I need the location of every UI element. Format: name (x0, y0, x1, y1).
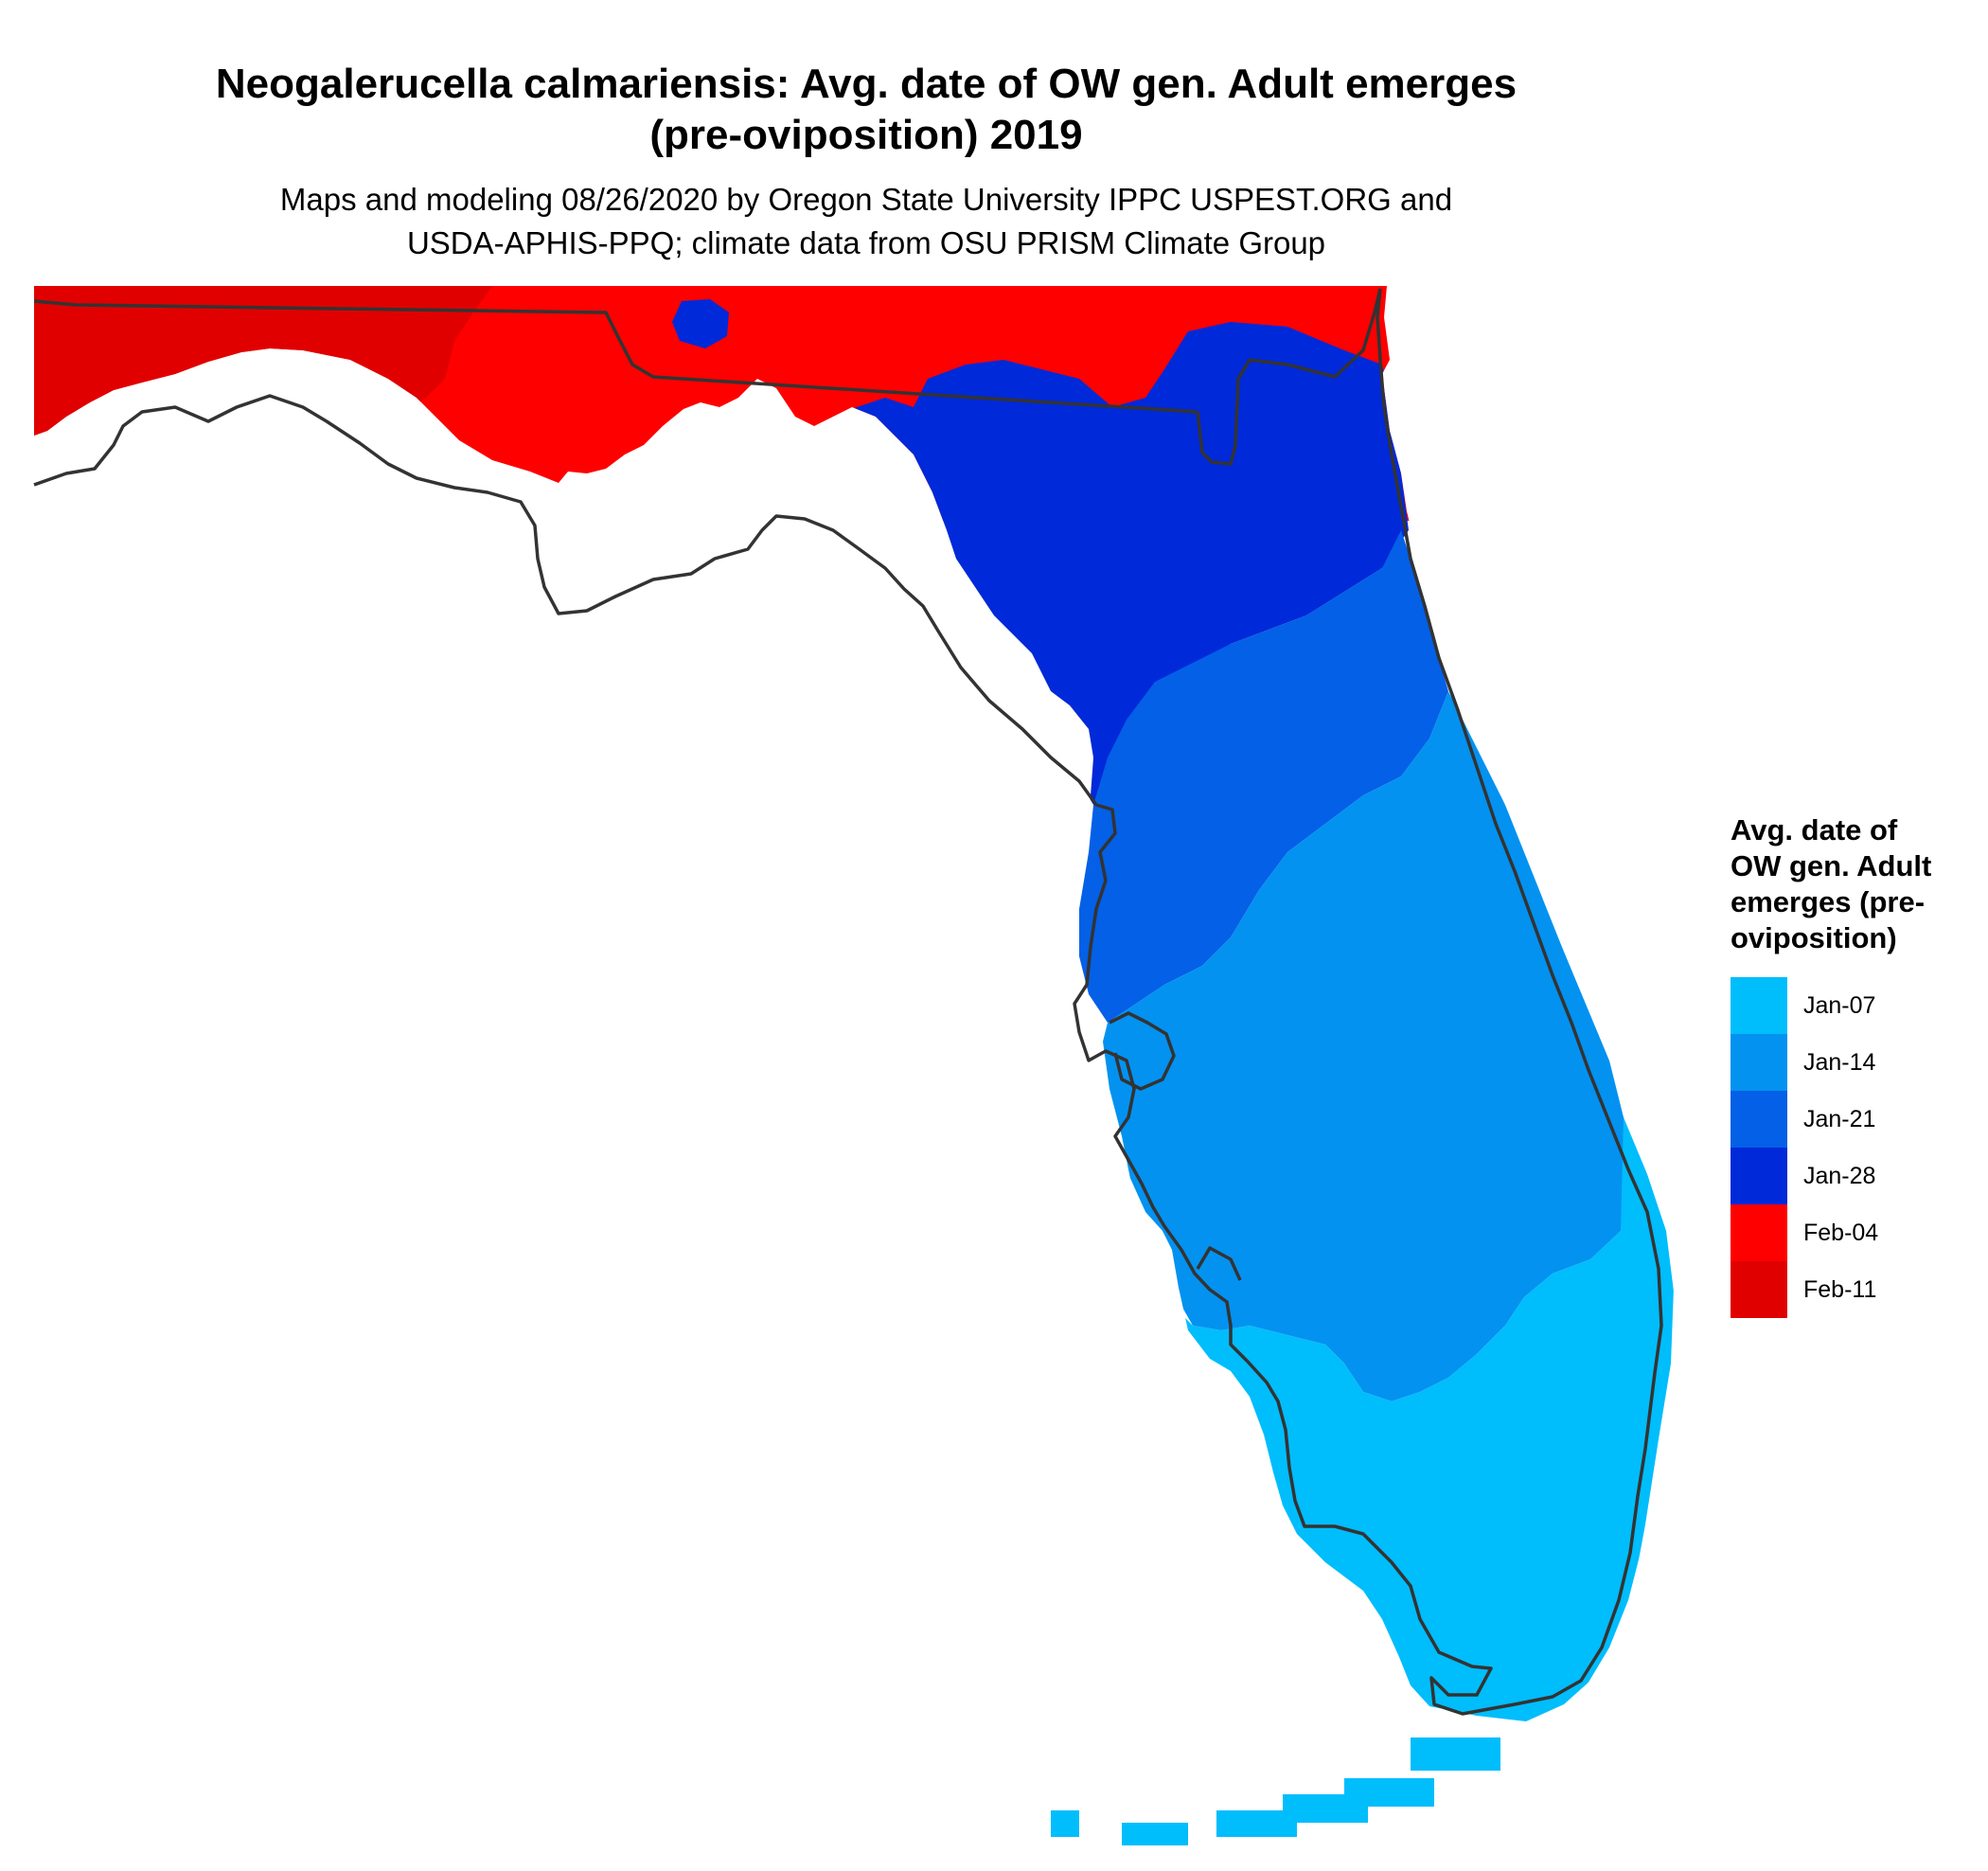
legend-label: Feb-04 (1803, 1219, 1879, 1246)
legend-swatch (1731, 1034, 1787, 1091)
florida-keys (1051, 1666, 1538, 1845)
legend-item-jan-07: Jan-07 (1731, 977, 1977, 1034)
zone-jan-07 (1174, 1117, 1674, 1721)
subtitle-line-1: Maps and modeling 08/26/2020 by Oregon S… (279, 182, 1453, 217)
legend-item-jan-28: Jan-28 (1731, 1148, 1977, 1204)
zone-layer (34, 286, 1674, 1721)
legend-label: Jan-07 (1803, 991, 1876, 1019)
coastline (33, 288, 1663, 1716)
state-boundary-ga (1196, 288, 1382, 466)
state-boundary-al (33, 299, 1198, 414)
legend-title-line: emerges (pre- (1731, 885, 1926, 918)
legend-swatch (1731, 977, 1787, 1034)
legend-swatch (1731, 1204, 1787, 1261)
zone-jan-21 (1079, 530, 1448, 1023)
zone-jan-28-north (833, 322, 1409, 805)
charlotte-harbor-outline (1196, 1246, 1242, 1281)
zone-jan-28-island-2 (672, 299, 729, 348)
title-line-1: Neogalerucella calmariensis: Avg. date o… (215, 61, 1518, 107)
title-line-2: (pre-oviposition) 2019 (649, 112, 1083, 158)
legend-title-line: OW gen. Adult (1731, 849, 1932, 882)
map-subtitle: Maps and modeling 08/26/2020 by Oregon S… (0, 178, 1732, 265)
legend-swatch (1731, 1091, 1787, 1148)
legend-item-jan-21: Jan-21 (1731, 1091, 1977, 1148)
legend-label: Feb-11 (1803, 1275, 1877, 1303)
keys-segment (1051, 1810, 1079, 1837)
legend-label: Jan-28 (1803, 1162, 1876, 1189)
keys-segment (1122, 1823, 1188, 1845)
legend-label: Jan-14 (1803, 1048, 1876, 1076)
zone-jan-14 (1103, 691, 1628, 1401)
legend-title: Avg. date of OW gen. Adult emerges (pre-… (1731, 812, 1977, 956)
tampa-bay-outline (1109, 1011, 1176, 1091)
keys-segment (1463, 1666, 1538, 1704)
legend-item-jan-14: Jan-14 (1731, 1034, 1977, 1091)
map-title: Neogalerucella calmariensis: Avg. date o… (0, 59, 1732, 161)
zone-feb-11-west (34, 286, 492, 485)
legend-title-line: oviposition) (1731, 921, 1897, 954)
keys-segment (1216, 1810, 1297, 1837)
legend-swatch (1731, 1261, 1787, 1318)
legend-title-line: Avg. date of (1731, 813, 1898, 846)
legend-swatch (1731, 1148, 1787, 1204)
subtitle-line-2: USDA-APHIS-PPQ; climate data from OSU PR… (406, 225, 1326, 260)
boundary-outlines (33, 288, 1663, 1716)
legend-item-feb-04: Feb-04 (1731, 1204, 1977, 1261)
zone-jan-28-island-1 (554, 478, 686, 592)
keys-segment (1411, 1737, 1500, 1771)
legend-item-feb-11: Feb-11 (1731, 1261, 1977, 1318)
legend: Avg. date of OW gen. Adult emerges (pre-… (1731, 812, 1977, 1318)
legend-label: Jan-21 (1803, 1105, 1876, 1132)
